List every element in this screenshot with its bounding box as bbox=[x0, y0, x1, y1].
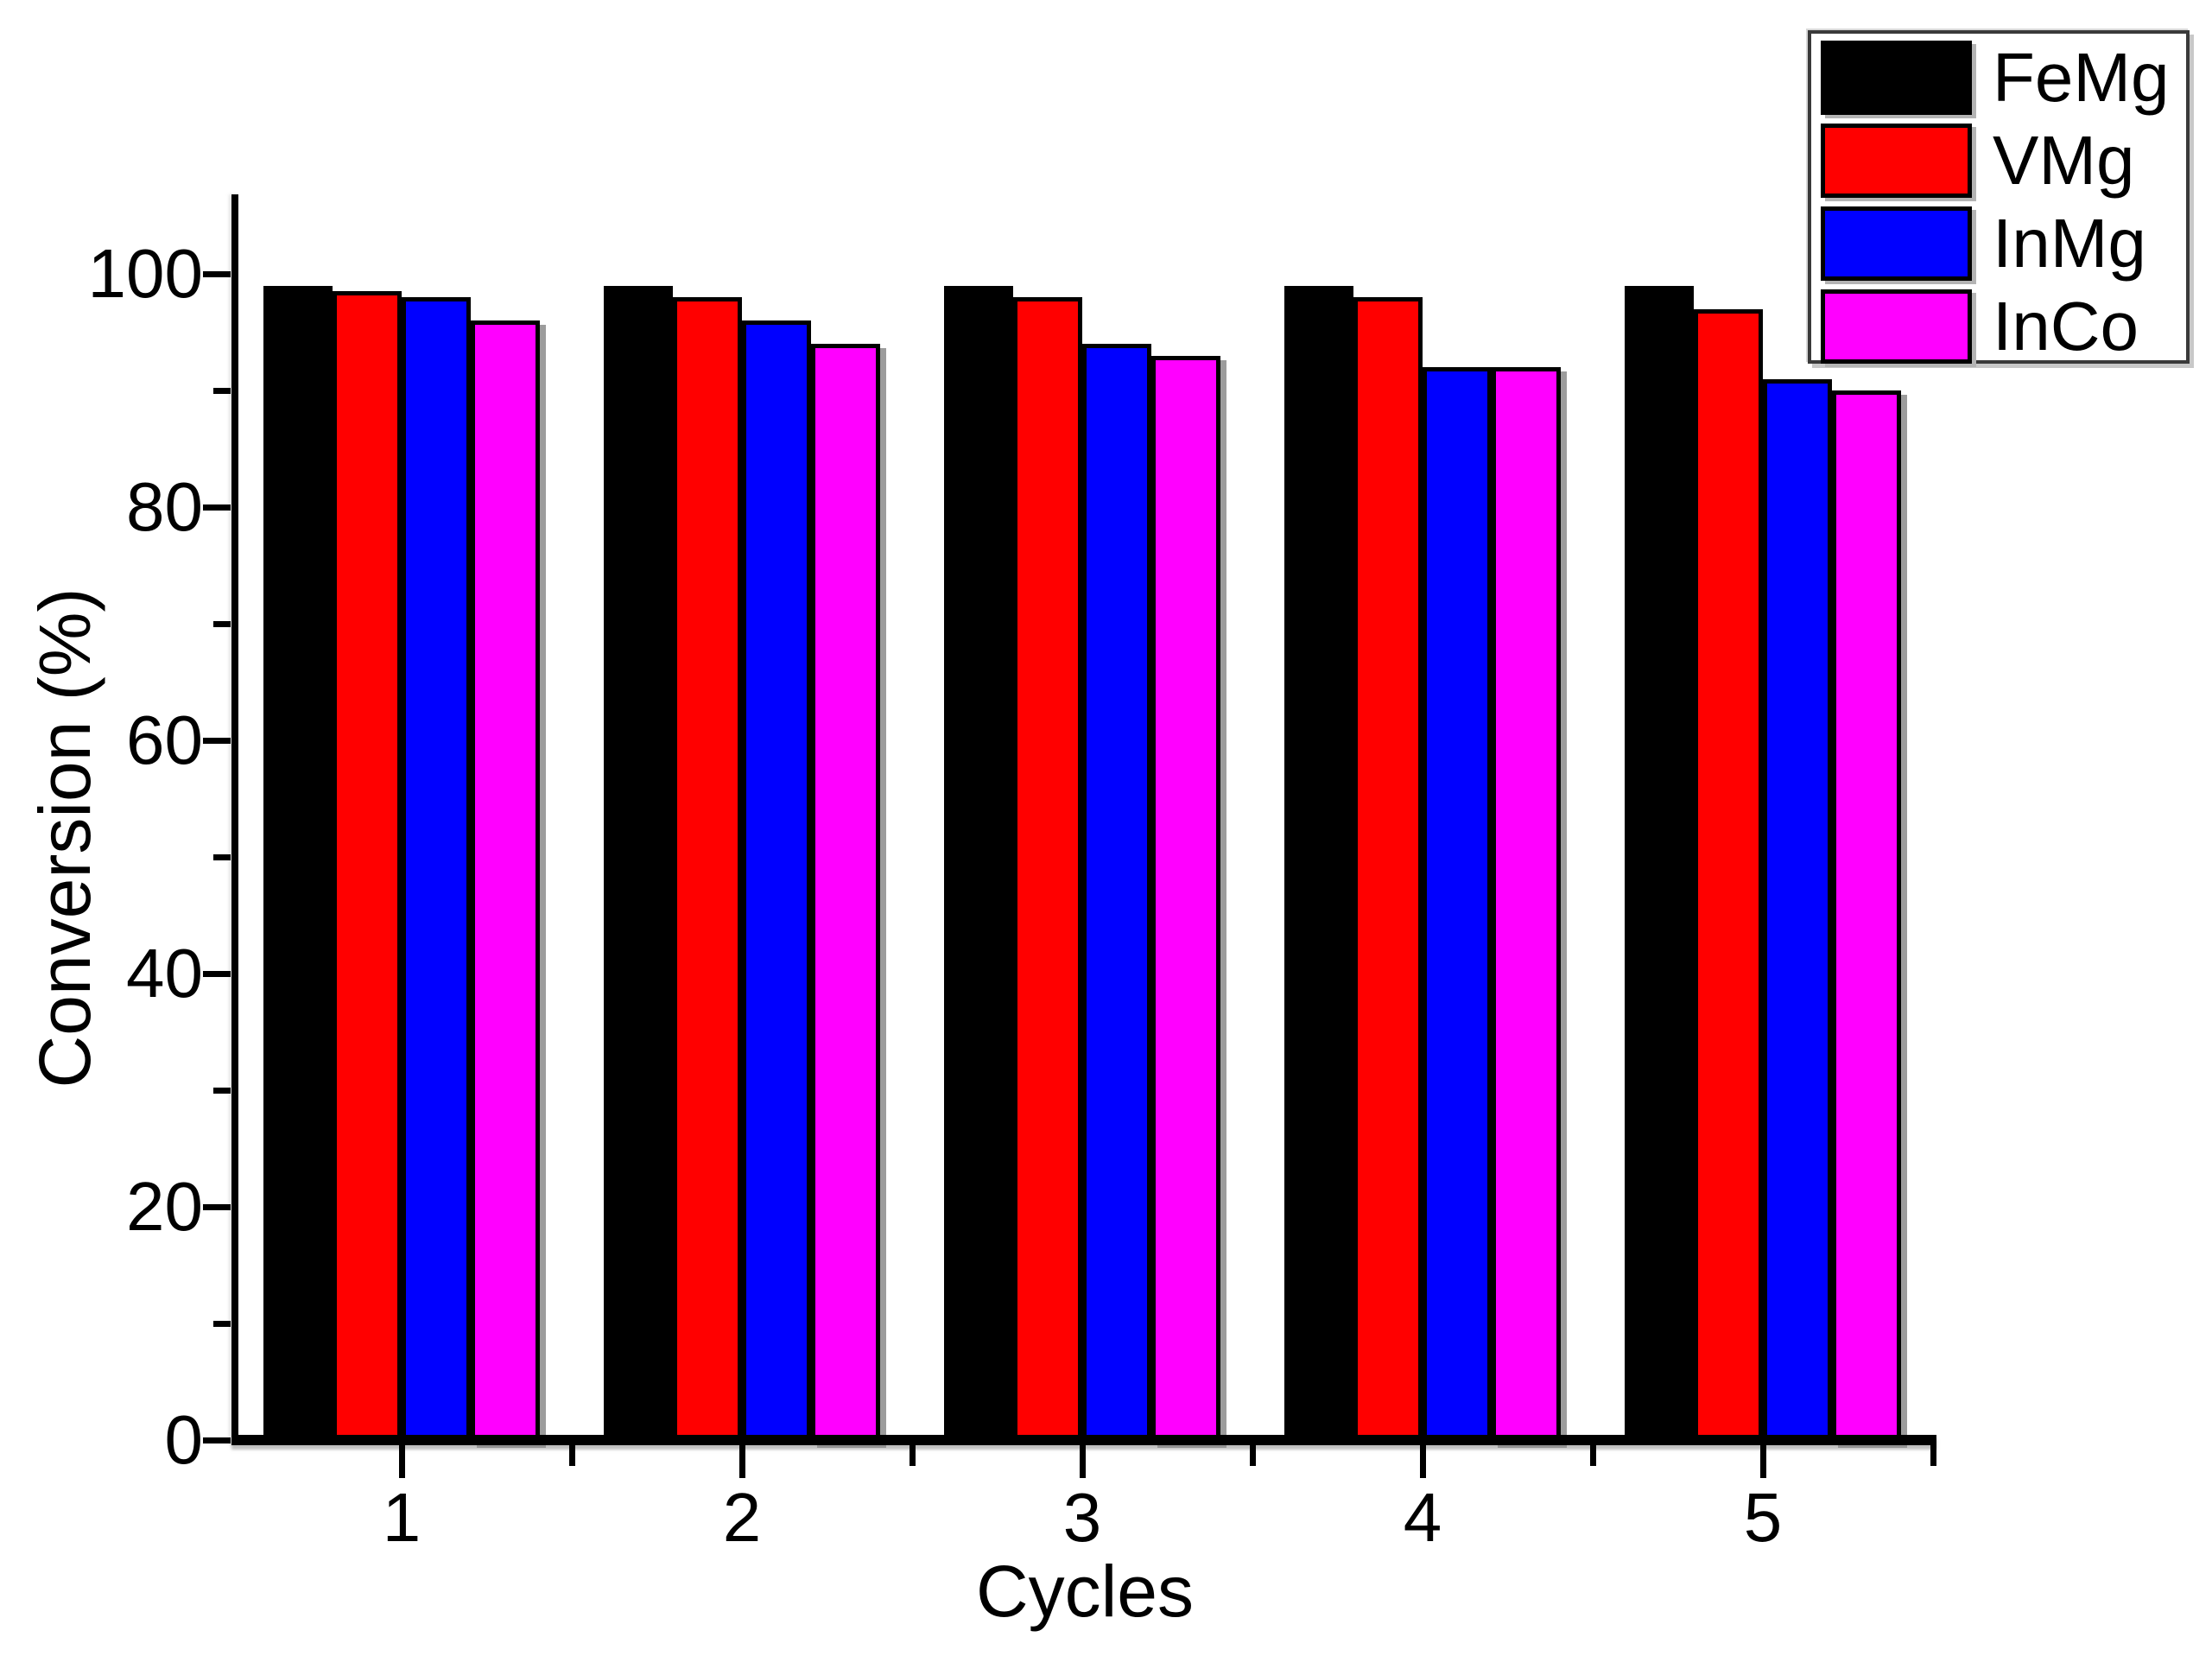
bar-cycle2-VMg bbox=[673, 297, 742, 1443]
bar-cycle4-VMg bbox=[1353, 297, 1423, 1443]
y-major-tick-100 bbox=[203, 270, 231, 277]
legend-label-InCo: InCo bbox=[1993, 288, 2139, 365]
y-tick-label-20: 20 bbox=[126, 1168, 203, 1245]
bar-cycle1-VMg bbox=[333, 291, 402, 1443]
legend-swatch-VMg bbox=[1821, 124, 1972, 198]
legend-label-FeMg: FeMg bbox=[1993, 39, 2170, 116]
y-tick-label-80: 80 bbox=[126, 468, 203, 545]
x-major-tick-5 bbox=[1759, 1445, 1766, 1478]
x-tick-label-3: 3 bbox=[1062, 1479, 1102, 1556]
bar-cycle3-VMg bbox=[1013, 297, 1082, 1443]
y-tick-label-100: 100 bbox=[87, 235, 203, 312]
legend-swatch-InMg bbox=[1821, 206, 1972, 281]
bar-cycle2-InCo bbox=[811, 344, 880, 1443]
legend-swatch-FeMg bbox=[1821, 41, 1972, 115]
bar-cycle5-InMg bbox=[1763, 378, 1832, 1443]
x-tick-label-1: 1 bbox=[382, 1479, 421, 1556]
bar-cycle1-InMg bbox=[402, 297, 471, 1443]
y-major-tick-20 bbox=[203, 1203, 231, 1210]
y-minor-tick-10 bbox=[213, 1320, 231, 1327]
y-major-tick-60 bbox=[203, 737, 231, 744]
bar-cycle4-InCo bbox=[1492, 367, 1561, 1443]
x-major-tick-4 bbox=[1419, 1445, 1426, 1478]
x-tick-label-4: 4 bbox=[1403, 1479, 1442, 1556]
x-major-tick-1 bbox=[398, 1445, 405, 1478]
y-tick-label-0: 0 bbox=[164, 1401, 204, 1478]
legend-swatch-InCo bbox=[1821, 289, 1972, 364]
y-tick-label-60: 60 bbox=[126, 701, 203, 778]
x-major-tick-3 bbox=[1079, 1445, 1086, 1478]
y-minor-tick-70 bbox=[213, 620, 231, 627]
x-tick-label-5: 5 bbox=[1743, 1479, 1783, 1556]
legend-item-VMg: VMg bbox=[1821, 124, 2177, 198]
legend: FeMg VMg InMg InCo bbox=[1808, 30, 2190, 364]
bar-cycle1-FeMg bbox=[263, 285, 333, 1443]
bar-cycle3-InCo bbox=[1151, 355, 1220, 1443]
y-major-tick-40 bbox=[203, 970, 231, 977]
legend-item-FeMg: FeMg bbox=[1821, 41, 2177, 115]
x-axis-title: Cycles bbox=[975, 1551, 1195, 1632]
bar-cycle3-InMg bbox=[1082, 344, 1151, 1443]
x-major-tick-2 bbox=[738, 1445, 745, 1478]
y-minor-tick-30 bbox=[213, 1087, 231, 1094]
bar-cycle5-InCo bbox=[1832, 390, 1901, 1443]
x-minor-tick-5.5 bbox=[1930, 1445, 1936, 1466]
x-minor-tick-4.5 bbox=[1589, 1445, 1596, 1466]
bar-cycle1-InCo bbox=[471, 320, 540, 1443]
bar-cycle3-FeMg bbox=[944, 285, 1013, 1443]
bar-cycle2-InMg bbox=[742, 320, 811, 1443]
x-axis-line bbox=[231, 1435, 1936, 1445]
legend-item-InMg: InMg bbox=[1821, 206, 2177, 281]
bar-cycle2-FeMg bbox=[604, 285, 673, 1443]
y-axis-line bbox=[231, 194, 238, 1445]
legend-label-InMg: InMg bbox=[1993, 205, 2146, 282]
y-major-tick-80 bbox=[203, 504, 231, 511]
legend-item-InCo: InCo bbox=[1821, 289, 2177, 364]
legend-label-VMg: VMg bbox=[1993, 122, 2135, 199]
x-minor-tick-3.5 bbox=[1249, 1445, 1256, 1466]
bar-cycle4-InMg bbox=[1423, 367, 1492, 1443]
y-major-tick-0 bbox=[203, 1437, 231, 1443]
y-minor-tick-50 bbox=[213, 853, 231, 860]
x-tick-label-2: 2 bbox=[722, 1479, 762, 1556]
y-tick-label-40: 40 bbox=[126, 935, 203, 1012]
bar-cycle5-FeMg bbox=[1625, 285, 1694, 1443]
y-axis-title: Conversion (%) bbox=[24, 587, 105, 1088]
x-minor-tick-2.5 bbox=[909, 1445, 916, 1466]
x-minor-tick-1.5 bbox=[568, 1445, 575, 1466]
y-minor-tick-90 bbox=[213, 387, 231, 394]
bar-cycle5-VMg bbox=[1694, 308, 1763, 1443]
bar-cycle4-FeMg bbox=[1284, 285, 1353, 1443]
